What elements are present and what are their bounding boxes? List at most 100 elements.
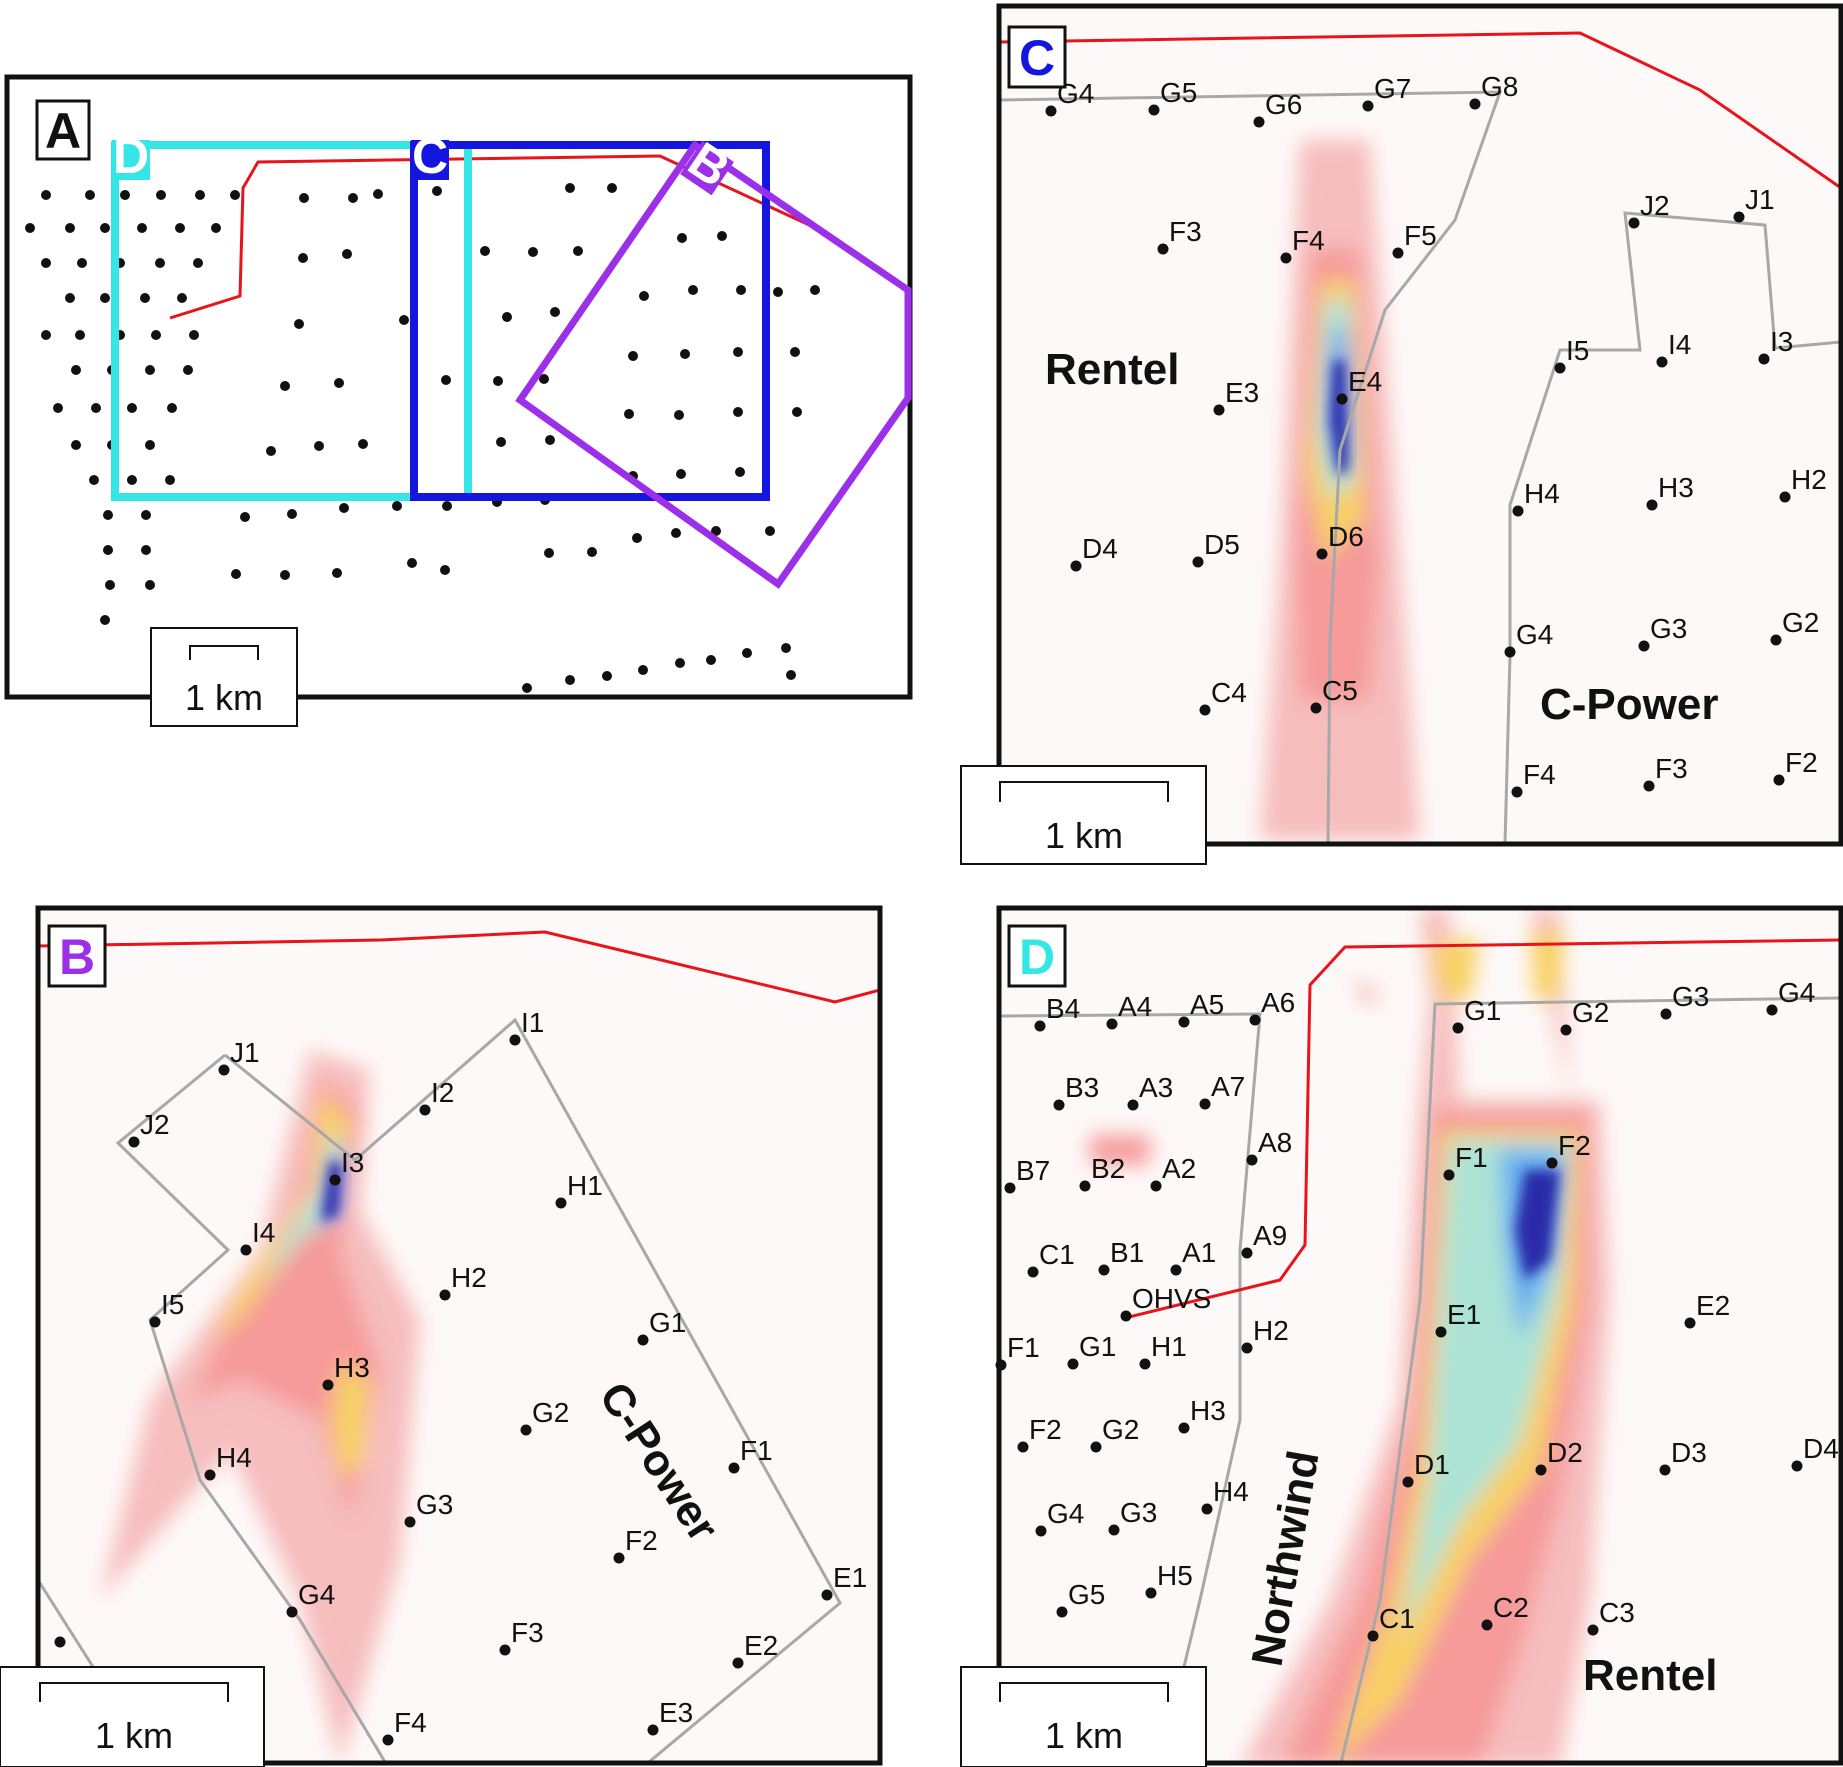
turbine-marker — [1127, 1099, 1139, 1111]
turbine-marker — [240, 1244, 252, 1256]
turbine-label: H2 — [451, 1262, 487, 1293]
turbine-dot — [674, 410, 684, 420]
turbine-dot — [65, 223, 75, 233]
turbine-dot — [711, 526, 721, 536]
scale-label-d: 1 km — [1045, 1715, 1123, 1756]
turbine-marker — [1766, 1004, 1778, 1016]
turbine-marker — [322, 1379, 334, 1391]
turbine-label: B1 — [1110, 1237, 1144, 1268]
panel-d: B4 A4 A5 A6 B3 A3 A7 A8 B7 B2 A2 C1 B1 A1 A9 OHVS F1 G1 H1… — [960, 905, 1843, 1767]
turbine-dot — [733, 347, 743, 357]
turbine-dot — [141, 510, 151, 520]
turbine-label: E2 — [744, 1630, 778, 1661]
turbine-label: G5 — [1068, 1579, 1105, 1610]
turbine-dot — [280, 570, 290, 580]
turbine-label: E1 — [1447, 1299, 1481, 1330]
turbine-label: C1 — [1039, 1239, 1075, 1270]
turbine-marker — [555, 1197, 567, 1209]
turbine-dot — [332, 568, 342, 578]
turbine-dot — [528, 247, 538, 257]
turbine-dot — [89, 475, 99, 485]
turbine-label: I3 — [1770, 326, 1793, 357]
farm-label-cpower-c: C-Power — [1540, 680, 1718, 729]
turbine-dot — [677, 233, 687, 243]
turbines-d: B4 A4 A5 A6 B3 A3 A7 A8 B7 B2 A2 C1 B1 A1 A9 OHVS F1 G1 H1… — [995, 977, 1839, 1642]
turbine-label: I1 — [521, 1007, 544, 1038]
turbine-label: F5 — [1404, 220, 1437, 251]
turbine-marker — [128, 1136, 140, 1148]
turbine-marker — [1310, 702, 1322, 714]
box-c — [410, 141, 770, 501]
turbine-label: G2 — [1782, 607, 1819, 638]
panel-b-tag — [47, 924, 107, 988]
turbine-label: D5 — [1204, 529, 1240, 560]
turbine-label: H2 — [1253, 1315, 1289, 1346]
turbine-marker — [1560, 1024, 1572, 1036]
turbine-marker — [1638, 640, 1650, 652]
turbine-marker — [1070, 560, 1082, 572]
turbine-marker — [1656, 356, 1668, 368]
turbine-label: G3 — [416, 1489, 453, 1520]
turbine-dot — [706, 655, 716, 665]
box-c-tag — [411, 140, 449, 180]
farm-label-rentel-c: Rentel — [1045, 345, 1179, 394]
turbine-marker — [613, 1552, 625, 1564]
turbine-marker — [1643, 780, 1655, 792]
turbine-label: F3 — [511, 1617, 544, 1648]
turbine-dot — [339, 503, 349, 513]
turbine-marker — [1504, 646, 1516, 658]
turbine-dot — [790, 347, 800, 357]
panel-b-frame — [35, 905, 883, 1766]
turbine-marker — [1773, 774, 1785, 786]
turbine-label: G6 — [1265, 89, 1302, 120]
turbine-marker — [1435, 1326, 1447, 1338]
turbine-label: C3 — [1599, 1597, 1635, 1628]
plume-b — [100, 1050, 420, 1763]
box-b-tag — [680, 140, 734, 196]
turbine-label: I4 — [1668, 329, 1691, 360]
turbine-label: G3 — [1672, 981, 1709, 1012]
turbine-dot — [493, 376, 503, 386]
turbine-label: B7 — [1016, 1155, 1050, 1186]
turbine-label: G8 — [1481, 71, 1518, 102]
turbine-marker — [1045, 105, 1057, 117]
turbine-label: I3 — [341, 1147, 364, 1178]
turbine-edge — [54, 1636, 66, 1648]
turbine-marker — [1067, 1358, 1079, 1370]
turbine-marker — [1035, 1525, 1047, 1537]
turbine-label: G1 — [1079, 1331, 1116, 1362]
turbine-label: G2 — [1572, 997, 1609, 1028]
turbine-marker — [1770, 634, 1782, 646]
scale-label-b: 1 km — [95, 1715, 173, 1756]
turbine-dot — [85, 190, 95, 200]
turbine-marker — [329, 1174, 341, 1186]
turbine-dot — [140, 293, 150, 303]
turbine-dot — [348, 193, 358, 203]
turbine-dot — [103, 545, 113, 555]
turbine-marker — [1034, 1020, 1046, 1032]
turbine-label: F3 — [1169, 216, 1202, 247]
turbine-marker — [1791, 1460, 1803, 1472]
turbine-marker — [1145, 1587, 1157, 1599]
turbine-marker — [1659, 1464, 1671, 1476]
turbine-dot — [573, 246, 583, 256]
turbine-dot — [632, 533, 642, 543]
turbine-dot — [742, 648, 752, 658]
turbine-marker — [1535, 1464, 1547, 1476]
turbine-marker — [1079, 1180, 1091, 1192]
turbine-label: D2 — [1547, 1437, 1583, 1468]
turbine-marker — [1452, 1022, 1464, 1034]
turbine-marker — [1150, 1180, 1162, 1192]
turbine-dot — [587, 547, 597, 557]
turbine-dot — [810, 285, 820, 295]
turbine-label: B2 — [1091, 1153, 1125, 1184]
turbine-dot — [294, 319, 304, 329]
turbine-label: B4 — [1046, 993, 1080, 1024]
turbine-label: F3 — [1655, 753, 1688, 784]
turbine-label: G4 — [1778, 977, 1815, 1008]
turbine-dot — [155, 258, 165, 268]
turbine-dot — [41, 330, 51, 340]
turbine-marker — [637, 1334, 649, 1346]
rentel-boundary-c — [999, 90, 1503, 844]
turbine-marker — [1481, 1619, 1493, 1631]
